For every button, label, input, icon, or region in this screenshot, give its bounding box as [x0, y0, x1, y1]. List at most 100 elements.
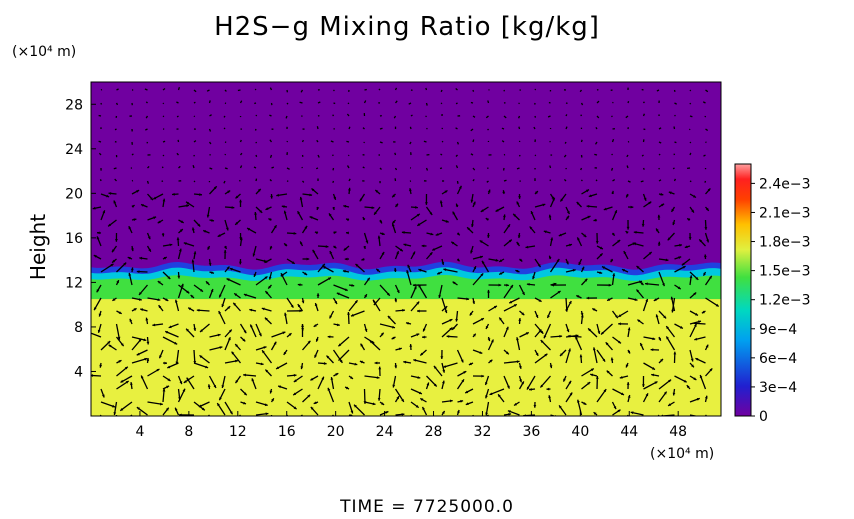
wind-vector-arrowhead	[392, 384, 396, 388]
wind-vector-arrowhead	[123, 262, 127, 266]
wind-vector-arrowhead	[281, 205, 285, 208]
x-tick-label: 44	[620, 424, 638, 440]
wind-vector-arrowhead	[465, 402, 469, 405]
wind-vector-arrow	[408, 102, 412, 105]
wind-vector-arrow	[487, 100, 490, 104]
wind-vector-arrowhead	[156, 369, 160, 372]
wind-vector-arrowhead	[618, 322, 621, 326]
wind-vector-arrowhead	[515, 270, 519, 273]
wind-vector-arrowhead	[459, 185, 462, 189]
wind-vector-arrowhead	[672, 392, 676, 396]
wind-vector-arrowhead	[498, 283, 502, 287]
wind-vector-arrowhead	[470, 250, 473, 254]
wind-vector-arrowhead	[293, 406, 297, 410]
wind-vector-arrowhead	[376, 376, 380, 379]
x-tick-label: 32	[474, 424, 492, 440]
wind-vector-arrow	[114, 128, 117, 131]
wind-vector-arrowhead	[452, 211, 456, 215]
wind-vector-arrowhead	[509, 300, 513, 304]
wind-vector-arrowhead	[395, 203, 398, 207]
wind-vector-arrowhead	[422, 328, 426, 332]
wind-vector-arrow	[673, 153, 676, 156]
wind-vector-arrowhead	[430, 232, 434, 236]
wind-vector-arrowhead	[673, 351, 677, 355]
wind-vector-arrowhead	[113, 412, 117, 415]
wind-vector-arrowhead	[300, 241, 303, 245]
wind-vector-arrowhead	[592, 347, 596, 351]
wind-vector-arrow	[673, 126, 676, 130]
wind-vector-arrowhead	[333, 245, 337, 249]
wind-vector-arrowhead	[637, 319, 641, 323]
wind-vector-arrow	[596, 100, 600, 104]
wind-vector-arrow	[580, 139, 583, 143]
wind-vector-arrowhead	[160, 402, 163, 406]
wind-vector-arrowhead	[265, 369, 269, 373]
x-tick-label: 24	[376, 424, 394, 440]
wind-vector-arrowhead	[409, 344, 413, 347]
wind-vector-arrow	[689, 102, 692, 105]
wind-vector-arrowhead	[282, 331, 286, 335]
wind-vector-arrowhead	[130, 382, 133, 385]
wind-vector-arrowhead	[705, 344, 709, 348]
wind-vector-arrowhead	[265, 291, 269, 294]
wind-vector-arrow	[131, 179, 134, 182]
wind-vector-arrowhead	[540, 384, 544, 388]
y-tick-label: 24	[65, 142, 83, 158]
wind-vector-arrowhead	[557, 291, 561, 294]
wind-vector-arrowhead	[690, 358, 694, 362]
wind-vector-arrowhead	[422, 335, 425, 339]
wind-vector-arrowhead	[433, 383, 437, 387]
wind-vector-arrowhead	[403, 360, 407, 364]
wind-vector-arrowhead	[641, 223, 645, 227]
colorbar-tick-label: 2.1e−3	[759, 205, 811, 221]
wind-vector-arrowhead	[472, 201, 476, 205]
wind-vector-arrowhead	[642, 384, 645, 387]
wind-vector-arrowhead	[329, 315, 333, 319]
wind-vector-arrowhead	[590, 368, 594, 372]
wind-vector-arrowhead	[438, 295, 442, 298]
wind-vector-arrowhead	[640, 282, 644, 285]
wind-vector-arrowhead	[508, 239, 512, 243]
wind-vector-arrowhead	[359, 198, 363, 202]
wind-vector-arrowhead	[398, 347, 402, 351]
wind-vector-arrowhead	[233, 302, 237, 306]
wind-vector-arrow	[206, 89, 210, 92]
wind-vector-arrowhead	[145, 317, 149, 321]
wind-vector-arrowhead	[161, 233, 165, 237]
wind-vector-arrowhead	[406, 270, 409, 274]
wind-vector-arrowhead	[367, 277, 370, 281]
wind-vector-arrowhead	[630, 205, 634, 209]
wind-vector-arrow	[162, 140, 166, 143]
wind-vector-arrowhead	[169, 243, 173, 247]
plot-frame	[90, 81, 722, 417]
wind-vector-arrowhead	[597, 331, 601, 334]
wind-vector-arrowhead	[449, 327, 453, 331]
wind-vector-arrowhead	[412, 251, 415, 255]
wind-vector-arrowhead	[449, 319, 453, 322]
wind-vector-arrowhead	[467, 227, 470, 231]
wind-vector-arrowhead	[636, 266, 640, 269]
wind-vector-arrowhead	[507, 224, 510, 228]
wind-vector-arrowhead	[482, 260, 485, 264]
wind-vector-arrowhead	[270, 418, 273, 421]
wind-vector-arrowhead	[568, 301, 572, 304]
wind-vector-arrow	[223, 115, 226, 118]
wind-vector-arrowhead	[566, 329, 570, 333]
wind-vector-arrowhead	[193, 361, 197, 364]
wind-vector-arrowhead	[291, 420, 294, 423]
wind-vector-arrow	[674, 141, 677, 144]
wind-vector-arrowhead	[146, 358, 150, 361]
wind-vector-arrowhead	[288, 333, 292, 336]
wind-vector-arrowhead	[106, 194, 110, 198]
wind-vector-arrow	[145, 115, 149, 119]
wind-vector-arrow	[612, 101, 614, 104]
wind-vector-arrowhead	[402, 308, 405, 312]
wind-vector-arrowhead	[269, 390, 273, 394]
wind-vector-arrowhead	[401, 231, 405, 234]
wind-vector-arrowhead	[314, 231, 318, 235]
wind-vector-arrowhead	[487, 235, 490, 238]
wind-vector-arrowhead	[234, 293, 238, 297]
wind-vector-arrowhead	[224, 245, 227, 249]
wind-vector-arrowhead	[307, 340, 311, 344]
wind-vector-arrowhead	[124, 366, 128, 370]
